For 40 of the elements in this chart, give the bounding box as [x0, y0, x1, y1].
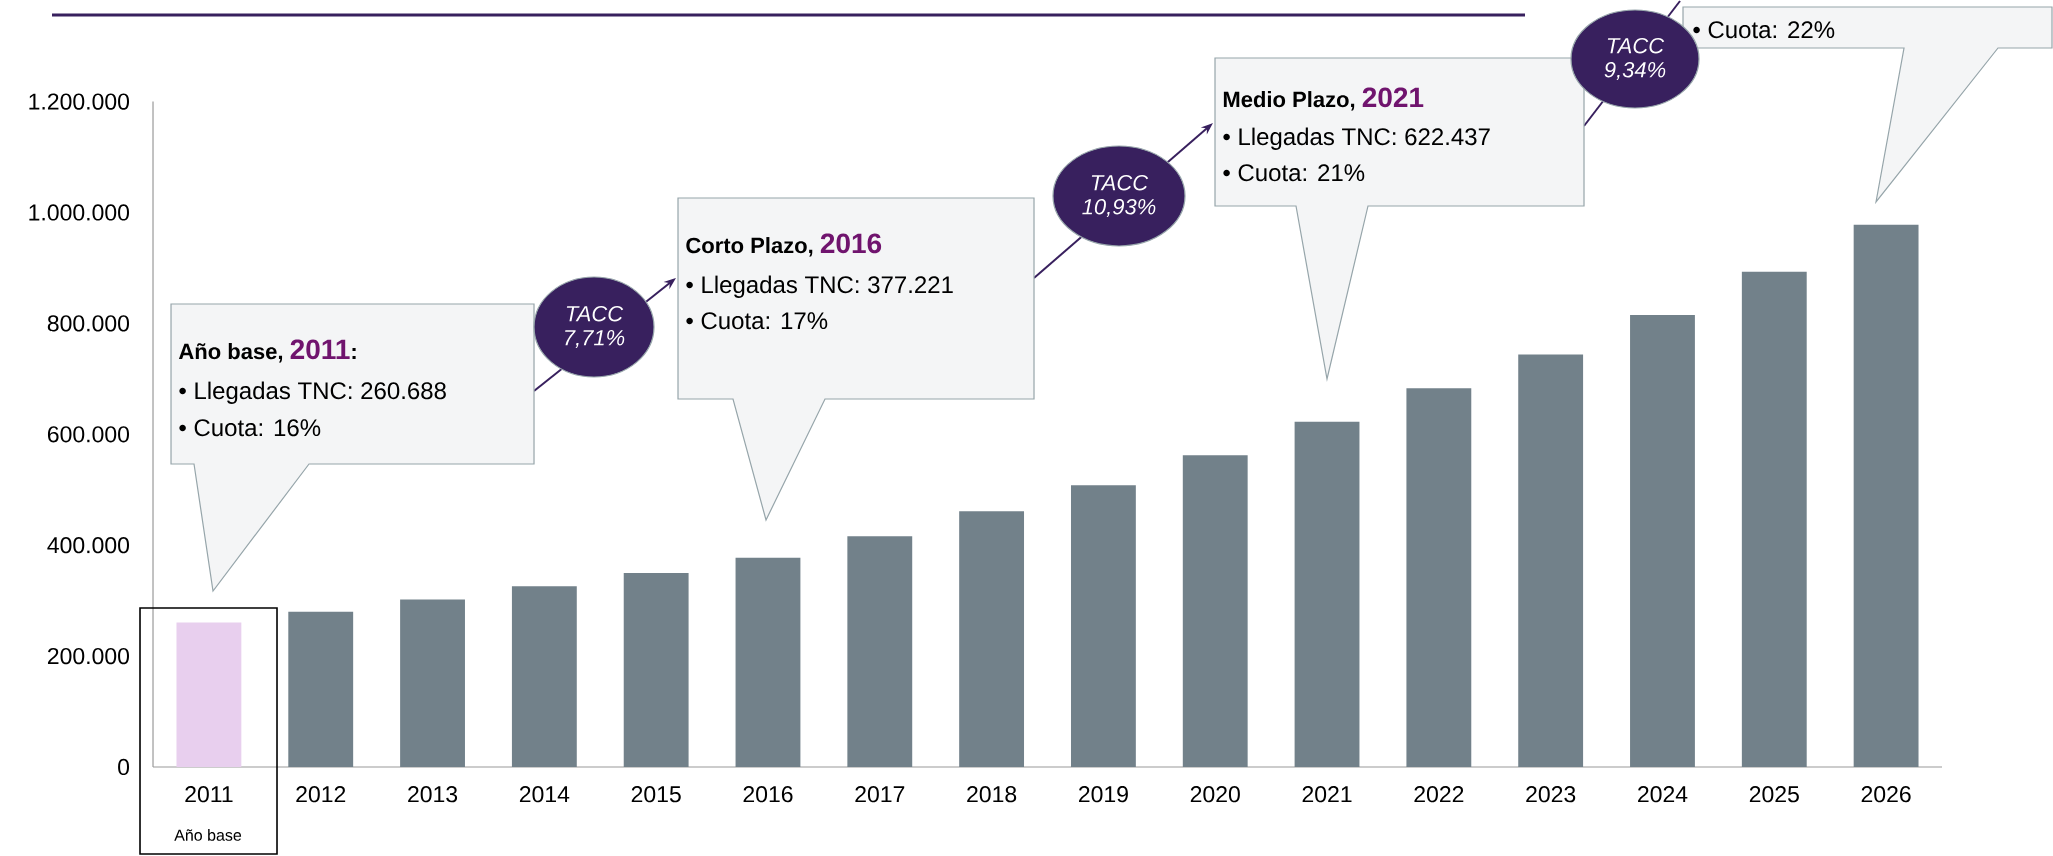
- x-tick-label: 2022: [1414, 786, 1464, 803]
- x-tick-label: 2013: [408, 786, 458, 803]
- x-tick-label: 2018: [967, 786, 1017, 803]
- x-tick-label: 2016: [743, 786, 793, 803]
- x-tick-label: 2012: [296, 786, 346, 803]
- annotation: • Llegadas TNC: 377.221: [686, 275, 953, 298]
- y-tick-label: 800.000: [47, 315, 130, 332]
- x-tick-label: 2011: [185, 786, 233, 803]
- x-tick-label: 2015: [631, 786, 681, 803]
- annotation: Corto Plazo,: [686, 237, 813, 257]
- x-tick-label: 2021: [1302, 786, 1352, 803]
- annotation: TACC 7,71%: [565, 305, 625, 349]
- x-tick-label: 2017: [855, 786, 905, 803]
- x-tick-label: 2026: [1861, 786, 1911, 803]
- x-tick-label: 2019: [1078, 786, 1128, 803]
- y-tick-label: 0: [118, 758, 130, 776]
- x-tick-label: 2020: [1190, 786, 1240, 803]
- x-tick-label: 2023: [1526, 786, 1576, 803]
- annotation: 2011: [290, 339, 350, 360]
- x-tick-label: 2025: [1749, 786, 1799, 803]
- annotation: • Llegadas TNC: 622.437: [1223, 127, 1490, 150]
- annotation: 2016: [820, 233, 882, 254]
- y-tick-label: 600.000: [47, 426, 130, 443]
- annotation: 2021: [1362, 87, 1424, 108]
- annotation: • Cuota: 16%: [179, 419, 321, 437]
- x-tick-label: 2024: [1638, 786, 1688, 803]
- y-tick-label: 1.000.000: [29, 204, 130, 221]
- y-tick-label: 200.000: [47, 647, 130, 665]
- text: Año base: [174, 829, 242, 841]
- annotation: Medio Plazo,: [1223, 91, 1355, 111]
- annotation: :: [352, 347, 356, 359]
- annotation: TACC 10,93%: [1082, 174, 1156, 218]
- annotation: • Llegadas TNC: 260.688: [179, 381, 446, 404]
- x-tick-label: 2014: [519, 786, 570, 803]
- annotation: Año base,: [178, 343, 283, 363]
- y-tick-label: 400.000: [47, 537, 130, 554]
- text: • Cuota: 22%: [1693, 21, 1835, 39]
- y-tick-label: 1.200.000: [29, 93, 130, 110]
- annotation: • Cuota: 21%: [1223, 164, 1365, 182]
- annotation: • Cuota: 17%: [686, 312, 828, 330]
